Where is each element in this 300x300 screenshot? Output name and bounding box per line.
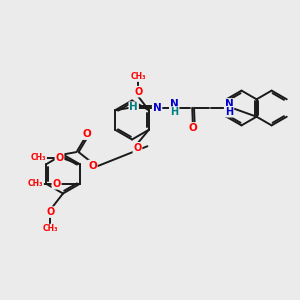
Text: O: O	[188, 123, 197, 133]
Text: N: N	[170, 99, 178, 109]
Text: O: O	[88, 160, 97, 171]
Text: N: N	[153, 103, 161, 113]
Text: N: N	[225, 99, 233, 109]
Text: H: H	[225, 107, 233, 117]
Text: O: O	[134, 87, 142, 97]
Text: CH₃: CH₃	[43, 224, 58, 233]
Text: H: H	[170, 107, 178, 117]
Text: CH₃: CH₃	[130, 72, 146, 81]
Text: CH₃: CH₃	[31, 153, 46, 162]
Text: CH₃: CH₃	[28, 179, 43, 188]
Text: O: O	[56, 153, 64, 163]
Text: O: O	[46, 207, 55, 217]
Text: O: O	[82, 129, 91, 139]
Text: O: O	[52, 179, 61, 189]
Text: H: H	[129, 102, 138, 112]
Text: O: O	[134, 143, 142, 153]
